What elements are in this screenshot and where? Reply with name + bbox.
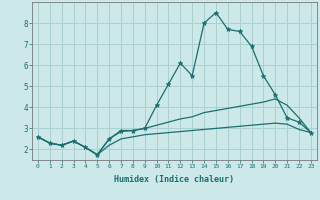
X-axis label: Humidex (Indice chaleur): Humidex (Indice chaleur) bbox=[115, 175, 234, 184]
